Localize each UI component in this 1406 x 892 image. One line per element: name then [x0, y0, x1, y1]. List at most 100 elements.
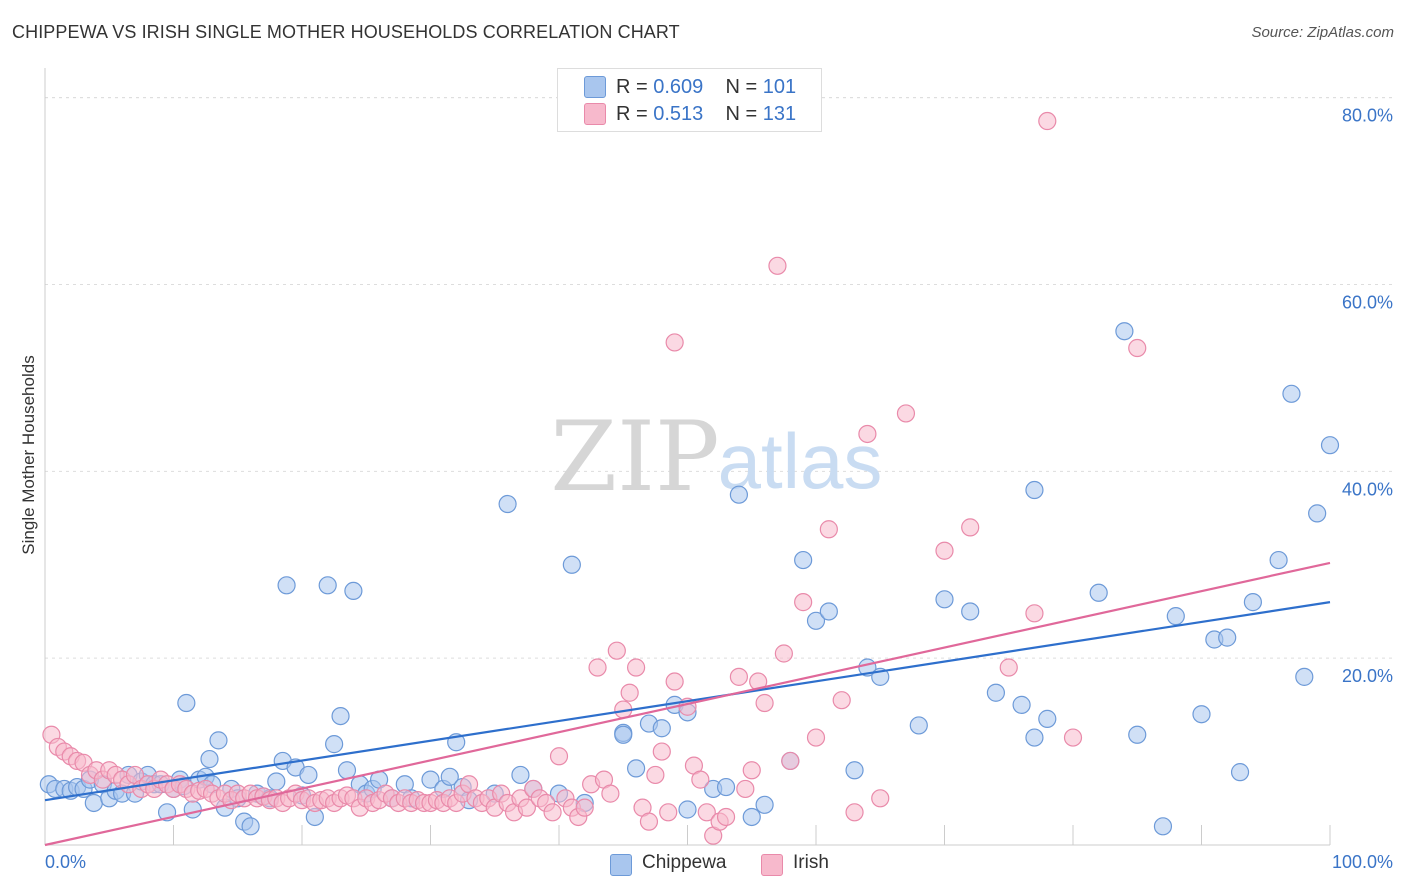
chippewa-point [331, 706, 350, 726]
chippewa-point [325, 735, 344, 754]
chippewa-point [1308, 504, 1327, 523]
irish-point [716, 807, 736, 827]
chippewa-point [614, 725, 633, 744]
irish-swatch [761, 854, 783, 876]
chippewa-trend-line [44, 601, 1331, 802]
irish-point [832, 691, 851, 710]
y-tick-label: 60.0% [1342, 293, 1393, 313]
chippewa-point [1115, 322, 1134, 341]
chippewa-point [299, 765, 318, 785]
chippewa-point [935, 590, 954, 609]
irish-point [607, 641, 626, 660]
legend-label-irish: Irish [793, 852, 829, 873]
chippewa-swatch [610, 854, 632, 876]
chippewa-point [200, 749, 219, 769]
chippewa-point [1025, 480, 1044, 500]
irish-point [1128, 338, 1147, 358]
irish-point [794, 593, 813, 612]
chippewa-point [986, 683, 1006, 702]
chippewa-point [440, 767, 459, 786]
legend-r-value: 0.609 [653, 76, 704, 98]
legend-r-label: R = [616, 76, 648, 98]
chippewa-point [716, 777, 736, 797]
watermark-zip: ZIP [550, 401, 719, 513]
chippewa-point [1128, 725, 1147, 744]
irish-point [742, 761, 761, 780]
chippewa-point [1269, 550, 1288, 570]
irish-point [858, 424, 877, 444]
irish-trend-line [44, 561, 1331, 847]
chippewa-point [1038, 709, 1057, 728]
irish-point [1063, 728, 1083, 747]
chippewa-point [209, 731, 228, 750]
chippewa-point [84, 793, 103, 813]
legend-r-label: R = [616, 103, 648, 125]
chippewa-point [1089, 583, 1108, 602]
irish-point [729, 667, 749, 686]
legend-n-value: 131 [762, 103, 797, 125]
chippewa-point [421, 770, 440, 789]
chippewa-point [1025, 728, 1044, 747]
irish-point [999, 658, 1018, 677]
irish-point [601, 784, 620, 803]
irish-point [646, 765, 665, 785]
legend-n-label: N = [725, 76, 758, 98]
irish-point [626, 658, 646, 677]
chippewa-point [498, 494, 517, 514]
irish-point [620, 683, 639, 702]
chippewa-point [318, 576, 337, 595]
irish-point [961, 518, 980, 537]
y-axis-label: Single Mother Households [19, 355, 38, 554]
irish-point [871, 789, 890, 808]
chippewa-point [562, 555, 581, 574]
irish-point [652, 742, 671, 761]
chippewa-point [1320, 436, 1340, 455]
irish-point [896, 404, 916, 423]
chippewa-point [241, 817, 260, 836]
chippewa-point [742, 807, 761, 827]
legend-label-chippewa: Chippewa [642, 852, 727, 873]
chippewa-point [183, 800, 202, 819]
legend-n-label: N = [725, 103, 758, 125]
irish-point [517, 798, 536, 817]
irish-point [774, 644, 793, 663]
irish-point [691, 770, 710, 789]
chippewa-point [626, 759, 646, 778]
chippewa-point [344, 581, 363, 601]
chippewa-point [1243, 593, 1263, 612]
chippewa-point [678, 800, 697, 819]
chippewa-point [267, 772, 286, 791]
legend-r-value: 0.513 [653, 103, 704, 125]
chippewa-point [1295, 667, 1314, 686]
chippewa-point [1218, 628, 1237, 647]
irish-point [768, 256, 787, 275]
chippewa-point [1282, 384, 1301, 403]
chippewa-point [755, 795, 774, 814]
chippewa-point [794, 550, 813, 570]
chippewa-point [511, 765, 530, 785]
y-tick-label: 40.0% [1342, 479, 1393, 499]
x-tick-label: 100.0% [1332, 852, 1393, 872]
irish-point [549, 747, 569, 766]
chippewa-point [845, 761, 864, 780]
y-tick-label: 20.0% [1342, 666, 1393, 686]
chippewa-point [652, 719, 671, 738]
irish-point [639, 812, 659, 831]
chippewa-point [1153, 817, 1173, 836]
trend-lines [44, 561, 1331, 847]
chippewa-point [1166, 607, 1185, 626]
irish-swatch [584, 103, 606, 125]
chippewa-point [961, 602, 980, 621]
irish-point [806, 728, 826, 747]
chippewa-point [1230, 763, 1250, 782]
irish-point [736, 779, 755, 799]
irish-point [543, 803, 562, 822]
watermark: ZIP atlas [550, 401, 882, 513]
irish-point [665, 672, 684, 691]
chippewa-point [277, 576, 296, 595]
axes: 20.0% 40.0% 60.0% 80.0% 0.0% 100.0% [44, 68, 1393, 872]
irish-point [1025, 604, 1044, 623]
correlation-legend: R = 0.609 N = 101 R = 0.513 N = 131 [557, 68, 822, 132]
irish-point [665, 333, 684, 352]
